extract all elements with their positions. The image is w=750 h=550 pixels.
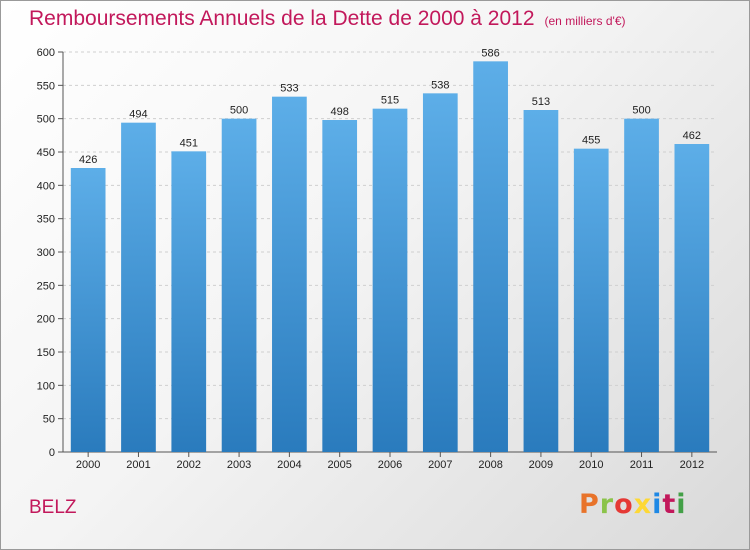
bar xyxy=(70,168,106,452)
y-tick-label: 600 xyxy=(37,47,55,59)
logo-letter: r xyxy=(599,489,615,520)
logo-letter: o xyxy=(614,489,634,520)
y-tick-label: 100 xyxy=(37,380,55,392)
data-label: 462 xyxy=(683,130,701,142)
y-tick-label: 50 xyxy=(43,414,55,426)
bar xyxy=(171,151,207,453)
y-tick-label: 350 xyxy=(37,214,55,226)
bar xyxy=(674,144,710,452)
y-tick-label: 250 xyxy=(37,280,55,292)
chart-title-text: Remboursements Annuels de la Dette de 20… xyxy=(29,7,535,30)
y-tick-label: 300 xyxy=(37,247,55,259)
y-tick-label: 550 xyxy=(37,80,55,92)
x-tick-label: 2008 xyxy=(478,459,502,471)
proxiti-logo[interactable]: Proxiti xyxy=(579,489,687,520)
bar xyxy=(523,110,559,452)
data-label: 500 xyxy=(230,105,248,117)
chart-unit: (en milliers d'€) xyxy=(544,14,626,28)
logo-letter: i xyxy=(676,489,687,520)
x-tick-label: 2004 xyxy=(277,459,301,471)
x-tick-label: 2002 xyxy=(177,459,201,471)
x-tick-label: 2009 xyxy=(529,459,553,471)
logo-letter: t xyxy=(662,489,677,520)
y-tick-label: 200 xyxy=(37,314,55,326)
data-label: 494 xyxy=(129,109,147,121)
data-label: 498 xyxy=(331,106,349,118)
y-tick-label: 150 xyxy=(37,347,55,359)
bar xyxy=(121,122,156,453)
bar xyxy=(372,108,408,453)
bars xyxy=(70,61,710,453)
bar xyxy=(624,118,659,453)
x-tick-label: 2012 xyxy=(680,459,704,471)
x-tick-label: 2005 xyxy=(327,459,351,471)
commune-name: BELZ xyxy=(29,497,77,518)
labels: 0 50 100 150 200 250 300 350 400 450 500 550 600 426 2… xyxy=(37,47,704,471)
y-tick-label: 400 xyxy=(37,180,55,192)
logo-letter: P xyxy=(579,489,600,520)
bar xyxy=(473,61,508,452)
data-label: 426 xyxy=(79,154,97,166)
y-tick-label: 0 xyxy=(49,447,55,459)
x-tick-label: 2010 xyxy=(579,459,603,471)
y-tick-label: 500 xyxy=(37,114,55,126)
x-tick-label: 2011 xyxy=(630,459,654,471)
data-label: 586 xyxy=(481,47,499,59)
data-label: 500 xyxy=(632,105,650,117)
logo-letter: x xyxy=(633,489,653,520)
bar xyxy=(573,148,609,452)
data-label: 533 xyxy=(280,83,298,95)
data-label: 455 xyxy=(582,135,600,147)
bar xyxy=(322,120,358,452)
logo-letter: i xyxy=(652,489,663,520)
data-label: 515 xyxy=(381,95,399,107)
x-tick-label: 2000 xyxy=(76,459,100,471)
data-label: 451 xyxy=(180,137,198,149)
bar xyxy=(422,93,458,452)
data-label: 538 xyxy=(431,79,449,91)
x-tick-label: 2007 xyxy=(428,459,452,471)
bar xyxy=(272,96,307,453)
y-tick-label: 450 xyxy=(37,147,55,159)
x-tick-label: 2001 xyxy=(126,459,150,471)
x-tick-label: 2003 xyxy=(227,459,251,471)
data-label: 513 xyxy=(532,96,550,108)
x-tick-label: 2006 xyxy=(378,459,402,471)
chart-title: Remboursements Annuels de la Dette de 20… xyxy=(29,7,626,31)
bar xyxy=(221,118,257,453)
